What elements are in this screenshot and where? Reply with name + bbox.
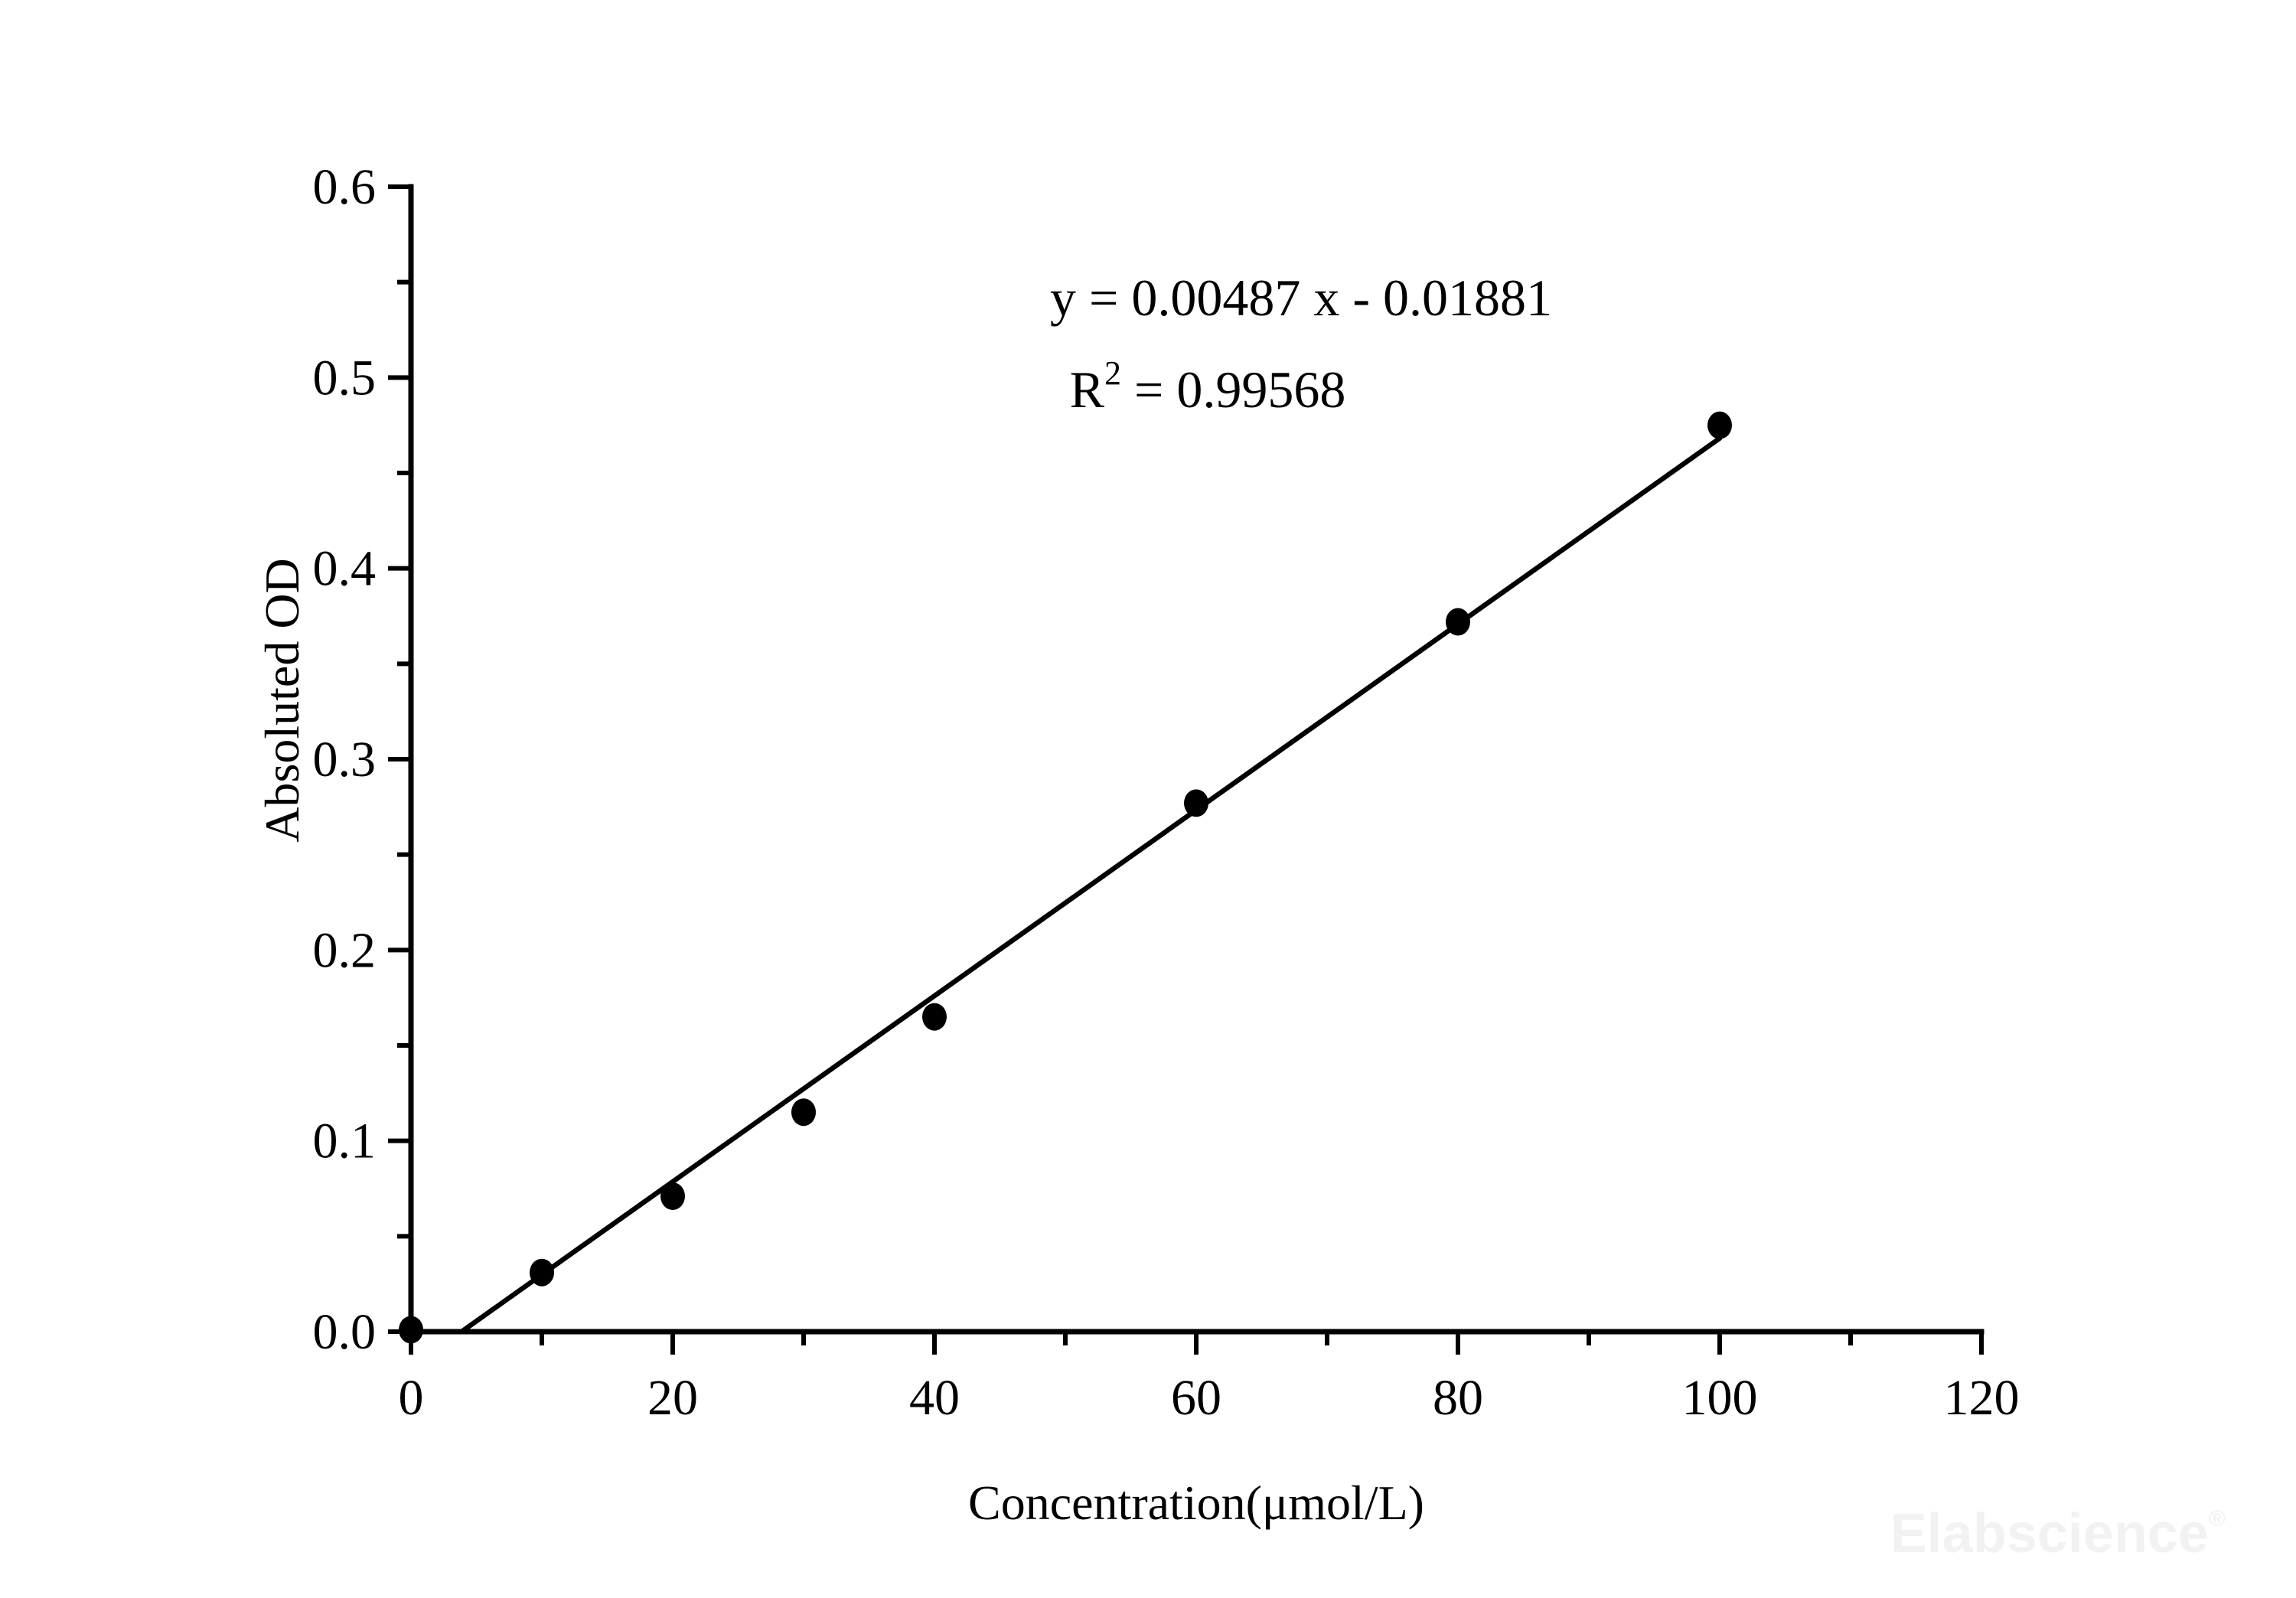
y-tick-label: 0.6 — [313, 159, 377, 215]
x-tick-label: 120 — [1944, 1370, 2020, 1426]
data-point — [1184, 789, 1208, 817]
data-point — [399, 1316, 423, 1344]
data-point — [791, 1098, 816, 1127]
x-tick-label: 40 — [909, 1370, 960, 1426]
fit-r-squared-label: R2 = 0.99568 — [1070, 354, 1346, 419]
y-axis-title: Absoluted OD — [255, 558, 309, 843]
y-tick-label: 0.5 — [313, 350, 377, 406]
watermark-logo: Elabscience® — [1890, 1503, 2226, 1564]
data-point — [922, 1003, 947, 1031]
data-point — [660, 1182, 685, 1210]
fit-line — [458, 435, 1723, 1335]
x-axis-title: Concentration(μmol/L) — [968, 1476, 1424, 1530]
x-tick-label: 60 — [1171, 1370, 1221, 1426]
x-tick-label: 100 — [1682, 1370, 1758, 1426]
x-tick-label: 80 — [1433, 1370, 1483, 1426]
fit-equation-label: y = 0.00487 x - 0.01881 — [1050, 269, 1552, 327]
y-tick-label: 0.2 — [313, 922, 377, 978]
x-tick-label: 20 — [647, 1370, 698, 1426]
y-tick-label: 0.0 — [313, 1304, 377, 1360]
y-tick-label: 0.1 — [313, 1114, 377, 1169]
data-point — [1707, 411, 1732, 439]
data-point — [530, 1258, 554, 1287]
y-tick-label: 0.4 — [313, 541, 377, 597]
data-point — [1446, 608, 1470, 636]
x-tick-label: 0 — [399, 1370, 424, 1426]
y-tick-label: 0.3 — [313, 732, 377, 788]
